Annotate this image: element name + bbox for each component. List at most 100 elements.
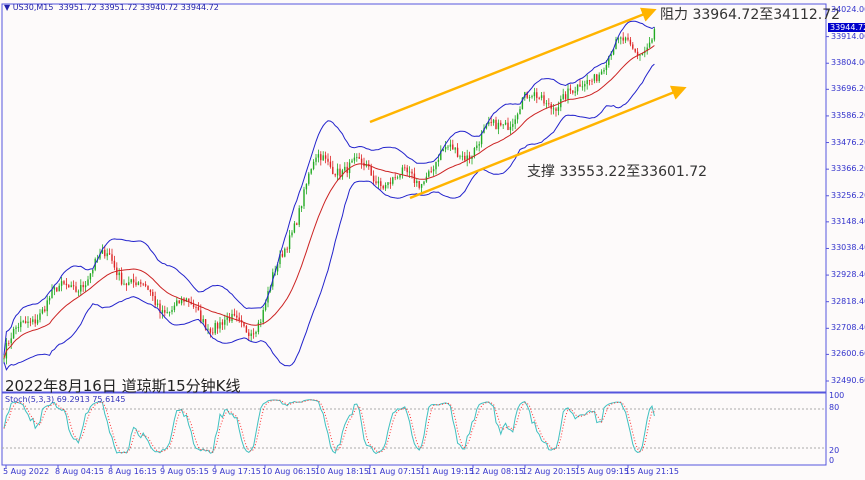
candle-body (500, 122, 502, 126)
candle-body (377, 181, 380, 184)
price-tick-label: 33256.20 (831, 190, 865, 200)
candle-body (557, 107, 560, 111)
candle-body (276, 264, 279, 272)
candle-body (404, 167, 406, 169)
candle-body (320, 154, 322, 161)
candle-body (442, 149, 444, 152)
candle-body (468, 155, 471, 159)
candle-body (113, 260, 116, 268)
candle-body (166, 312, 168, 313)
price-tick-label: 33148.40 (831, 216, 865, 226)
price-tick-label: 32490.60 (831, 376, 865, 385)
candle-body (68, 285, 70, 288)
moving-average-line (3, 45, 655, 359)
candle-body (281, 253, 284, 257)
candle-body (627, 37, 629, 40)
candle-body (41, 309, 44, 314)
stoch-tick-label: 20 (829, 446, 840, 455)
candle-body (310, 169, 312, 174)
dropdown-triangle-icon[interactable]: ▼ (4, 3, 11, 12)
candle-body (99, 253, 101, 259)
candle-body (291, 232, 293, 236)
candle-body (286, 248, 288, 250)
candle-body (84, 285, 87, 288)
candle-body (296, 223, 298, 225)
candle-body (123, 283, 125, 285)
candle-body (185, 298, 188, 302)
candle-body (226, 317, 228, 320)
candle-body (564, 94, 567, 99)
candle-body (356, 156, 358, 158)
candle-body (488, 121, 490, 125)
candle-body (653, 29, 656, 40)
candle-body (447, 146, 449, 148)
candle-body (89, 273, 92, 280)
candle-body (641, 53, 644, 55)
candle-body (327, 158, 329, 162)
candle-body (197, 306, 200, 311)
candle-body (507, 122, 509, 130)
candle-body (416, 181, 418, 184)
candle-body (538, 97, 540, 99)
candle-body (509, 126, 512, 130)
candle-body (382, 186, 384, 189)
stoch-signal-line (3, 399, 655, 454)
candle-body (389, 182, 392, 184)
candle-body (135, 282, 137, 286)
candle-body (435, 161, 437, 170)
candle-body (120, 272, 123, 285)
candle-body (130, 279, 132, 283)
candle-body (636, 51, 639, 56)
candle-body (639, 54, 641, 56)
candle-body (279, 253, 281, 265)
candle-body (536, 92, 538, 98)
candle-body (118, 272, 120, 276)
candle-body (528, 97, 531, 98)
candle-body (632, 44, 634, 49)
candle-body (212, 332, 214, 334)
stoch-tick-label: 100 (829, 391, 845, 400)
candle-body (605, 65, 608, 70)
price-tick-label: 33804.00 (831, 58, 865, 68)
candle-body (344, 166, 346, 171)
candle-body (44, 309, 46, 312)
candle-body (224, 319, 226, 325)
candle-body (651, 39, 653, 43)
time-tick-label: 5 Aug 2022 (3, 467, 50, 476)
candle-body (154, 296, 156, 305)
price-tick-label: 32600.60 (831, 349, 865, 359)
candle-body (29, 321, 32, 323)
candle-body (70, 285, 72, 288)
ohlc-values: 33951.72 33951.72 33940.72 33944.72 (58, 3, 219, 12)
candle-body (411, 171, 413, 174)
chart-caption: 2022年8月16日 道琼斯15分钟K线 (5, 377, 241, 395)
time-tick-label: 8 Aug 04:15 (55, 467, 104, 476)
bollinger-upper-band (3, 20, 655, 355)
resistance-label: 阻力 33964.72至34112.72 (660, 7, 841, 23)
candle-body (567, 88, 569, 99)
candle-body (387, 182, 389, 186)
candle-body (341, 170, 344, 177)
current-price-badge: 33944.72 (828, 23, 865, 33)
candle-body (36, 319, 39, 324)
candle-body (476, 145, 478, 148)
candle-body (108, 253, 111, 255)
candle-body (149, 289, 152, 293)
candle-body (608, 56, 610, 66)
candle-body (461, 155, 464, 157)
candle-body (214, 323, 216, 334)
candle-body (46, 300, 48, 312)
candle-body (572, 90, 574, 93)
candle-body (332, 166, 334, 175)
candle-body (200, 310, 202, 323)
candle-body (598, 74, 600, 82)
candle-body (92, 269, 94, 274)
candle-body (39, 313, 41, 320)
price-tick-label: 32708.40 (831, 323, 865, 333)
candle-body (617, 38, 620, 40)
price-tick-label: 32818.40 (831, 296, 865, 306)
candle-body (384, 185, 387, 189)
candle-body (219, 322, 221, 329)
